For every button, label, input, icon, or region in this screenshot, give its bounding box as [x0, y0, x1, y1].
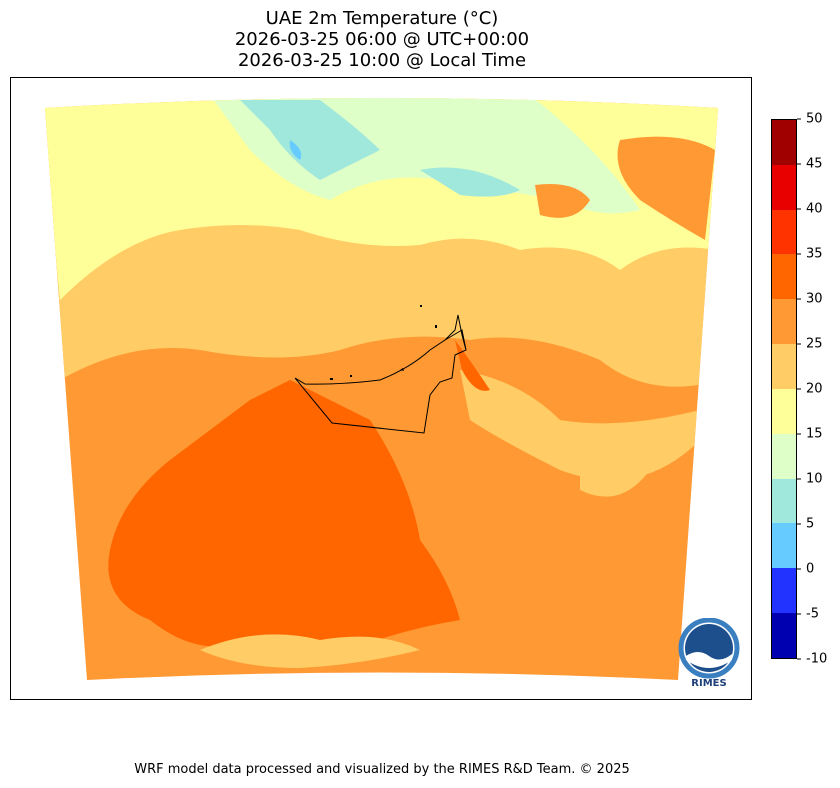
colorbar-25-30 [772, 299, 796, 345]
field-30-35 [108, 380, 460, 663]
colorbar-35-40 [772, 209, 796, 255]
colorbar-40-45 [772, 164, 796, 210]
colorbar-20-25 [772, 344, 796, 389]
chart-title: UAE 2m Temperature (°C) 2026-03-25 06:00… [0, 8, 764, 71]
colorbar [771, 119, 797, 659]
colorbar-tick: 40 [797, 202, 823, 217]
field-20-25-south [200, 634, 420, 668]
colorbar-m5-0 [772, 568, 796, 614]
title-line-2: 2026-03-25 06:00 @ UTC+00:00 [234, 29, 530, 50]
svg-text:RIMES: RIMES [691, 678, 726, 688]
colorbar-tick: -10 [797, 652, 827, 667]
field-20-25-east [460, 370, 700, 480]
colorbar-0-5 [772, 523, 796, 569]
map-frame [10, 77, 752, 700]
field-5-10-b [420, 167, 520, 197]
colorbar-tick: 30 [797, 292, 823, 307]
colorbar-tick: -5 [797, 607, 819, 622]
title-line-3: 2026-03-25 10:00 @ Local Time [237, 50, 527, 71]
colorbar-tick: 10 [797, 472, 823, 487]
colorbar-tick: 20 [797, 382, 823, 397]
colorbar-30-35 [772, 254, 796, 300]
field-25-30-ne [617, 136, 715, 240]
colorbar-10-15 [772, 433, 796, 479]
colorbar-tick: 35 [797, 247, 823, 262]
colorbar-tick: 45 [797, 157, 823, 172]
colorbar-5-10 [772, 478, 796, 524]
field-20-25-se [580, 447, 650, 497]
colorbar-45-50 [772, 120, 796, 165]
colorbar-tick: 0 [797, 562, 814, 577]
field-25-30-n [535, 184, 590, 218]
colorbar-15-20 [772, 388, 796, 434]
colorbar-tick: 15 [797, 427, 823, 442]
rimes-logo: RIMES [678, 618, 740, 688]
colorbar-tick: 5 [797, 517, 814, 532]
colorbar-tick: 50 [797, 112, 823, 127]
footer-credit: WRF model data processed and visualized … [134, 762, 630, 777]
field-0-5 [289, 140, 302, 160]
field-30-35-coast [455, 340, 490, 391]
colorbar-tick: 25 [797, 337, 823, 352]
uae-border [294, 314, 467, 434]
title-line-1: UAE 2m Temperature (°C) [265, 8, 499, 29]
field-5-10 [240, 100, 380, 180]
colorbar-m10-m5 [772, 613, 796, 658]
